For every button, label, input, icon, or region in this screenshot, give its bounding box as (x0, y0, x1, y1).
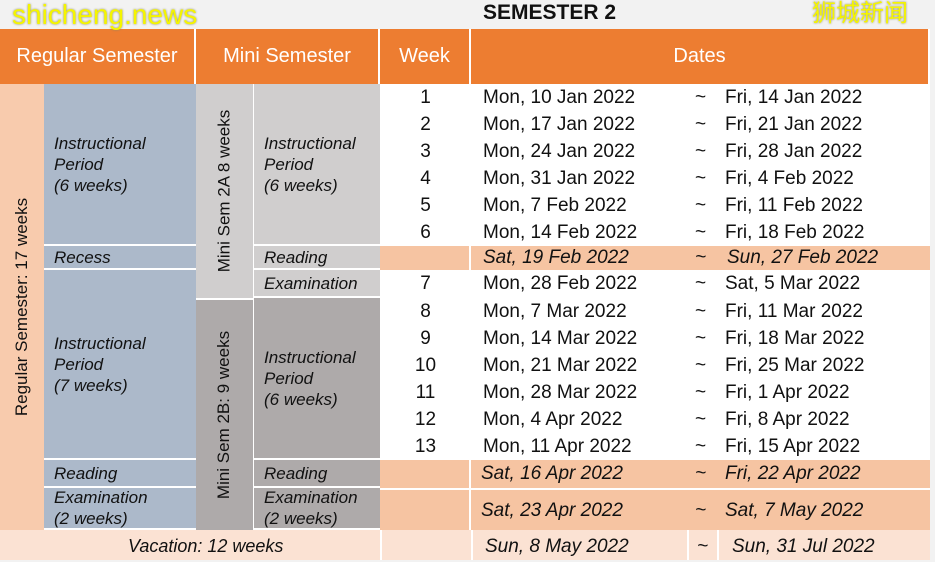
start-date: Mon, 21 Mar 2022 (483, 355, 638, 376)
exam-dates-row: Sat, 23 Apr 2022 ~ Sat, 7 May 2022 (471, 488, 930, 530)
mini-sem-2a-label: Mini Sem 2A 8 weeks (196, 84, 254, 298)
week-dates-row: Mon, 14 Mar 2022 ~ Fri, 18 Mar 2022 (471, 325, 930, 352)
start-date: Mon, 7 Feb 2022 (483, 195, 627, 216)
start-date: Mon, 14 Mar 2022 (483, 328, 638, 349)
recess-dates-row: Sat, 19 Feb 2022 ~ Sun, 27 Feb 2022 (471, 246, 930, 270)
week-number: 6 (380, 219, 471, 246)
mini-a-exam: Examination (254, 270, 380, 298)
regular-exam: Examination (2 weeks) (44, 488, 196, 530)
start-date: Mon, 24 Jan 2022 (483, 141, 636, 162)
mini-b-instructional: Instructional Period (6 weeks) (254, 298, 380, 460)
date-separator: ~ (695, 168, 707, 189)
date-separator: ~ (695, 328, 707, 349)
week-dates-row: Mon, 7 Mar 2022 ~ Fri, 11 Mar 2022 (471, 298, 930, 325)
week-number: 4 (380, 165, 471, 192)
start-date: Mon, 28 Feb 2022 (483, 273, 638, 294)
date-separator: ~ (695, 273, 707, 294)
start-date: Mon, 4 Apr 2022 (483, 409, 623, 430)
header-dates: Dates (471, 29, 930, 84)
week-dates-row: Mon, 28 Feb 2022 ~ Sat, 5 Mar 2022 (471, 270, 930, 298)
date-separator: ~ (695, 195, 707, 216)
date-separator: ~ (695, 355, 707, 376)
end-date: Fri, 11 Feb 2022 (725, 195, 864, 216)
exam-week-cell (380, 488, 471, 530)
week-number: 5 (380, 192, 471, 219)
vacation-dates-row: Sun, 8 May 2022 ~ Sun, 31 Jul 2022 (471, 530, 930, 560)
start-date: Mon, 10 Jan 2022 (483, 87, 636, 108)
mini-b-reading: Reading (254, 460, 380, 488)
watermark-bottom: shicheng.news (12, 0, 198, 30)
date-separator: ~ (695, 222, 707, 243)
week-number: 3 (380, 138, 471, 165)
header-week: Week (380, 29, 471, 84)
end-date: Fri, 18 Mar 2022 (725, 328, 865, 349)
mini-b-exam: Examination (2 weeks) (254, 488, 380, 530)
header-mini: Mini Semester (196, 29, 380, 84)
regular-instructional-2: Instructional Period (7 weeks) (44, 270, 196, 460)
date-separator: ~ (695, 114, 707, 135)
week-dates-row: Mon, 24 Jan 2022 ~ Fri, 28 Jan 2022 (471, 138, 930, 165)
week-number: 13 (380, 433, 471, 460)
end-date: Fri, 1 Apr 2022 (725, 382, 850, 403)
date-separator: ~ (695, 436, 707, 457)
week-dates-row: Mon, 11 Apr 2022 ~ Fri, 15 Apr 2022 (471, 433, 930, 460)
week-dates-row: Mon, 17 Jan 2022 ~ Fri, 21 Jan 2022 (471, 111, 930, 138)
start-date: Mon, 17 Jan 2022 (483, 114, 636, 135)
end-date: Fri, 18 Feb 2022 (725, 222, 865, 243)
week-number: 9 (380, 325, 471, 352)
date-separator: ~ (695, 87, 707, 108)
date-separator: ~ (695, 141, 707, 162)
week-dates-row: Mon, 28 Mar 2022 ~ Fri, 1 Apr 2022 (471, 379, 930, 406)
end-date: Fri, 4 Feb 2022 (725, 168, 854, 189)
vacation-label: Vacation: 12 weeks (0, 530, 380, 560)
mini-a-reading: Reading (254, 246, 380, 270)
end-date: Fri, 8 Apr 2022 (725, 409, 850, 430)
regular-recess: Recess (44, 246, 196, 270)
start-date: Mon, 14 Feb 2022 (483, 222, 638, 243)
regular-reading: Reading (44, 460, 196, 488)
date-separator: ~ (695, 409, 707, 430)
week-number: 10 (380, 352, 471, 379)
start-date: Mon, 11 Apr 2022 (483, 436, 632, 457)
end-date: Fri, 25 Mar 2022 (725, 355, 865, 376)
end-date: Fri, 15 Apr 2022 (725, 436, 861, 457)
week-number: 11 (380, 379, 471, 406)
week-number: 12 (380, 406, 471, 433)
regular-semester-label: Regular Semester: 17 weeks (0, 84, 44, 530)
week-dates-row: Mon, 14 Feb 2022 ~ Fri, 18 Feb 2022 (471, 219, 930, 246)
week-dates-row: Mon, 10 Jan 2022 ~ Fri, 14 Jan 2022 (471, 84, 930, 111)
regular-instructional-1: Instructional Period (6 weeks) (44, 84, 196, 246)
start-date: Mon, 31 Jan 2022 (483, 168, 636, 189)
mini-a-instructional: Instructional Period (6 weeks) (254, 84, 380, 246)
week-dates-row: Mon, 4 Apr 2022 ~ Fri, 8 Apr 2022 (471, 406, 930, 433)
end-date: Fri, 14 Jan 2022 (725, 87, 863, 108)
week-number: 7 (380, 270, 471, 298)
start-date: Mon, 28 Mar 2022 (483, 382, 638, 403)
mini-sem-2b-label: Mini Sem 2B: 9 weeks (196, 298, 254, 530)
date-separator: ~ (695, 382, 707, 403)
reading-dates-row: Sat, 16 Apr 2022 ~ Fri, 22 Apr 2022 (471, 460, 930, 488)
end-date: Fri, 11 Mar 2022 (725, 301, 863, 322)
week-number: 1 (380, 84, 471, 111)
week-number: 2 (380, 111, 471, 138)
end-date: Fri, 21 Jan 2022 (725, 114, 863, 135)
date-separator: ~ (695, 301, 707, 322)
week-dates-row: Mon, 31 Jan 2022 ~ Fri, 4 Feb 2022 (471, 165, 930, 192)
week-dates-row: Mon, 21 Mar 2022 ~ Fri, 25 Mar 2022 (471, 352, 930, 379)
vacation-week-cell (380, 530, 471, 560)
recess-week-cell (380, 246, 471, 270)
start-date: Mon, 7 Mar 2022 (483, 301, 627, 322)
watermark-top: 狮城新闻 (812, 0, 908, 27)
week-number: 8 (380, 298, 471, 325)
end-date: Fri, 28 Jan 2022 (725, 141, 863, 162)
semester-title: SEMESTER 2 (483, 1, 617, 24)
header-regular: Regular Semester (0, 29, 196, 84)
reading-week-cell (380, 460, 471, 488)
end-date: Sat, 5 Mar 2022 (725, 273, 861, 294)
week-dates-row: Mon, 7 Feb 2022 ~ Fri, 11 Feb 2022 (471, 192, 930, 219)
